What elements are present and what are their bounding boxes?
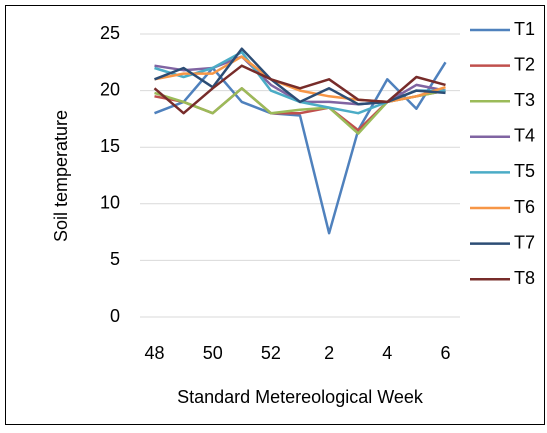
- series-line: [154, 47, 446, 106]
- x-tick-label: 4: [382, 343, 392, 363]
- y-tick-label: 15: [100, 136, 120, 156]
- y-axis-label: Soil temperature: [51, 110, 71, 242]
- y-tick-label: 20: [100, 79, 120, 99]
- legend-label: T1: [514, 19, 535, 39]
- x-tick-label: 52: [261, 343, 281, 363]
- x-axis-label: Standard Metereological Week: [177, 387, 424, 407]
- series-line: [154, 55, 446, 104]
- y-tick-label: 10: [100, 193, 120, 213]
- legend-label: T6: [514, 197, 535, 217]
- series-line: [153, 64, 446, 115]
- x-tick-label: 2: [324, 343, 334, 363]
- series-line: [154, 61, 447, 235]
- legend-label: T2: [514, 54, 535, 74]
- x-tick-label: 48: [145, 343, 165, 363]
- chart-border: [5, 5, 545, 425]
- legend-label: T4: [514, 126, 535, 146]
- y-tick-label: 5: [110, 249, 120, 269]
- legend-label: T3: [514, 90, 535, 110]
- x-tick-label: 50: [203, 343, 223, 363]
- legend-label: T5: [514, 161, 535, 181]
- legend-label: T8: [514, 268, 535, 288]
- y-tick-label: 25: [100, 23, 120, 43]
- y-tick-label: 0: [110, 306, 120, 326]
- x-tick-label: 6: [440, 343, 450, 363]
- legend-label: T7: [514, 232, 535, 252]
